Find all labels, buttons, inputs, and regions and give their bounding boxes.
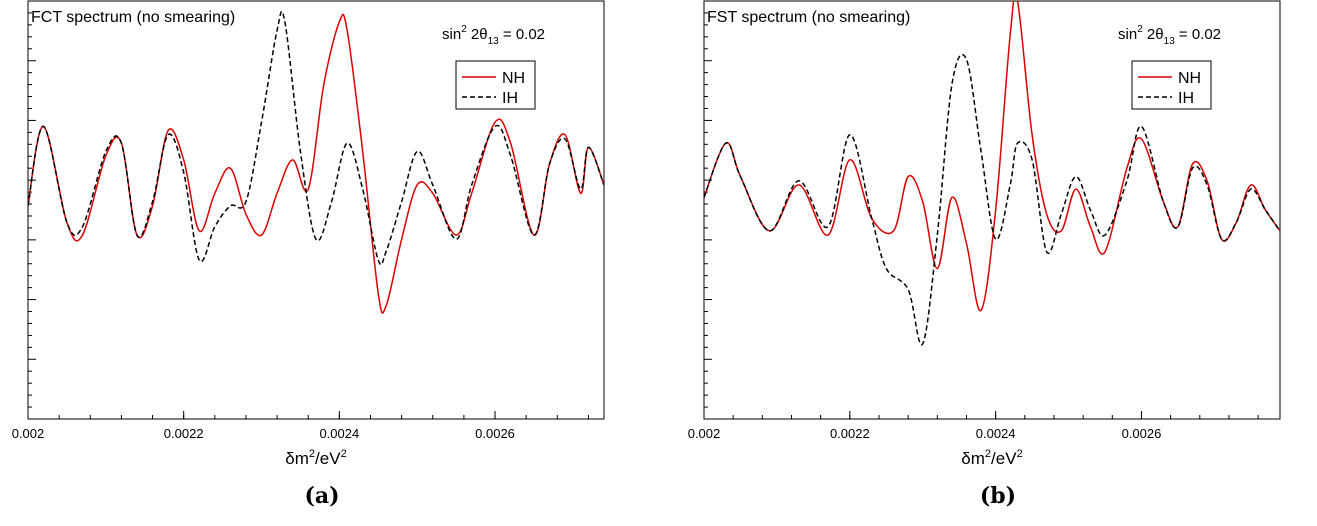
chart-title: FCT spectrum (no smearing) — [31, 9, 235, 26]
mixing-angle-annotation: sin2 2θ13 = 0.02 — [442, 24, 545, 47]
legend: NH IH — [455, 60, 536, 110]
series-line-ih — [28, 10, 604, 266]
x-axis-label: δm2/eV2 — [961, 448, 1022, 468]
figure-caption: (a) — [304, 483, 339, 509]
x-label-superscript: 2 — [341, 448, 347, 460]
chart-panel-a: 0.002 0.0022 0.0024 0.0026 δm2/eV2 FCT spectr… — [0, 0, 640, 521]
x-label-part: /eV — [991, 449, 1017, 468]
annotation-subscript: 13 — [1164, 36, 1176, 47]
series-line-ih — [704, 53, 1280, 346]
x-axis-ticks — [27, 411, 589, 419]
annotation-part: = 0.02 — [499, 26, 545, 43]
x-tick-label: 0.0026 — [475, 426, 515, 441]
x-label-part: /eV — [315, 449, 341, 468]
x-tick-label: 0.0024 — [976, 426, 1016, 441]
annotation-part: sin — [1118, 26, 1137, 43]
series-line-nh — [28, 13, 604, 314]
y-axis-ticks — [28, 0, 36, 420]
annotation-superscript: 2 — [461, 24, 467, 35]
x-label-part: δm — [961, 449, 985, 468]
x-axis-ticks — [703, 411, 1259, 419]
annotation-part: = 0.02 — [1175, 26, 1221, 43]
figure-caption: (b) — [980, 483, 1016, 509]
x-label-superscript: 2 — [309, 448, 315, 460]
mixing-angle-annotation: sin2 2θ13 = 0.02 — [1118, 24, 1221, 47]
x-axis-label: δm2/eV2 — [285, 448, 346, 468]
legend-box — [455, 60, 536, 110]
x-tick-label: 0.0022 — [830, 426, 870, 441]
x-tick-label: 0.0024 — [319, 426, 359, 441]
annotation-part: 2θ — [467, 26, 488, 43]
plot-frame — [27, 0, 605, 420]
annotation-subscript: 13 — [488, 36, 500, 47]
y-axis-ticks — [704, 0, 712, 420]
x-tick-label: 0.0022 — [164, 426, 204, 441]
series-line-nh — [704, 1, 1280, 312]
x-tick-label: 0.002 — [12, 426, 45, 441]
legend-label-nh: NH — [502, 70, 525, 87]
legend: NH IH — [1131, 60, 1212, 110]
annotation-superscript: 2 — [1137, 24, 1143, 35]
legend-box — [1131, 60, 1212, 110]
annotation-part: sin — [442, 26, 461, 43]
annotation-part: 2θ — [1143, 26, 1164, 43]
x-label-part: δm — [285, 449, 309, 468]
plot-frame — [703, 0, 1281, 420]
legend-label-nh: NH — [1178, 70, 1201, 87]
chart-panel-b: 0.002 0.0022 0.0024 0.0026 δm2/eV2 FST spectr… — [676, 0, 1316, 521]
x-tick-label: 0.0026 — [1122, 426, 1162, 441]
legend-label-ih: IH — [1178, 90, 1194, 107]
x-label-superscript: 2 — [1017, 448, 1023, 460]
x-tick-label: 0.002 — [688, 426, 721, 441]
legend-label-ih: IH — [502, 90, 518, 107]
x-label-superscript: 2 — [985, 448, 991, 460]
chart-title: FST spectrum (no smearing) — [707, 9, 910, 26]
